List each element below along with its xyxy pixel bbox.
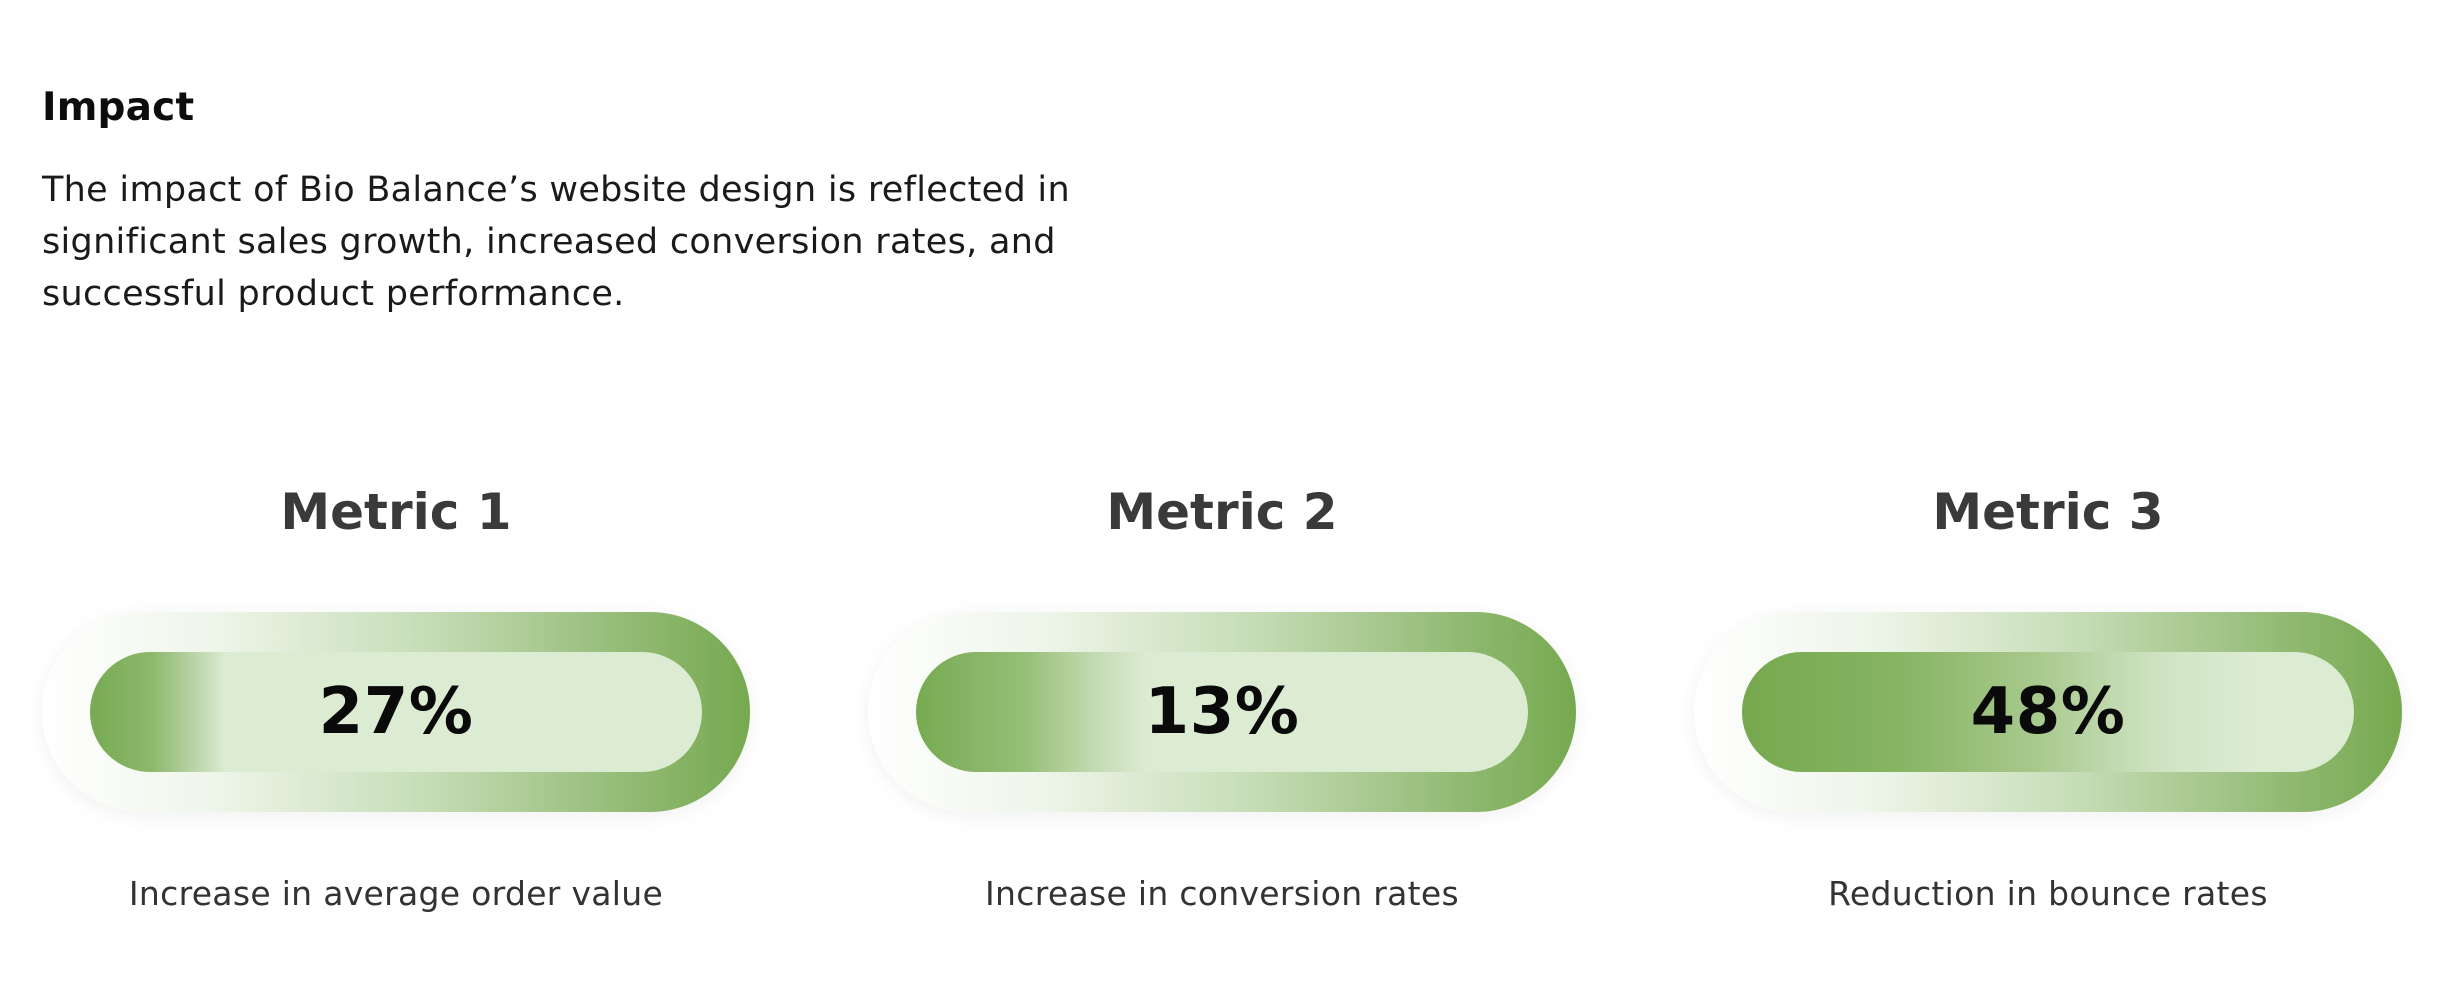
metric-progress-bar <box>916 652 1528 772</box>
impact-section-intro: Impact The impact of Bio Balance’s websi… <box>42 80 1162 320</box>
metrics-row: Metric 1 27% Increase in average order v… <box>0 470 2440 950</box>
metric-description: Increase in conversion rates <box>985 874 1459 913</box>
metric-title: Metric 1 <box>280 483 512 541</box>
metric-card-3: Metric 3 48% Reduction in bounce rates <box>1694 470 2402 930</box>
metric-description: Reduction in bounce rates <box>1828 874 2268 913</box>
metric-card-1: Metric 1 27% Increase in average order v… <box>42 470 750 930</box>
metric-title: Metric 2 <box>1106 483 1338 541</box>
metric-card-2: Metric 2 13% Increase in conversion rate… <box>868 470 1576 930</box>
metric-title: Metric 3 <box>1932 483 2164 541</box>
section-title: Impact <box>42 85 195 130</box>
metric-progress-bar <box>1742 652 2354 772</box>
section-description: The impact of Bio Balance’s website desi… <box>42 170 1070 314</box>
metric-value: 48% <box>1970 675 2126 749</box>
metric-progress-bar <box>90 652 702 772</box>
metric-value: 27% <box>318 675 474 749</box>
metric-description: Increase in average order value <box>128 874 664 913</box>
metric-value: 13% <box>1144 675 1300 749</box>
